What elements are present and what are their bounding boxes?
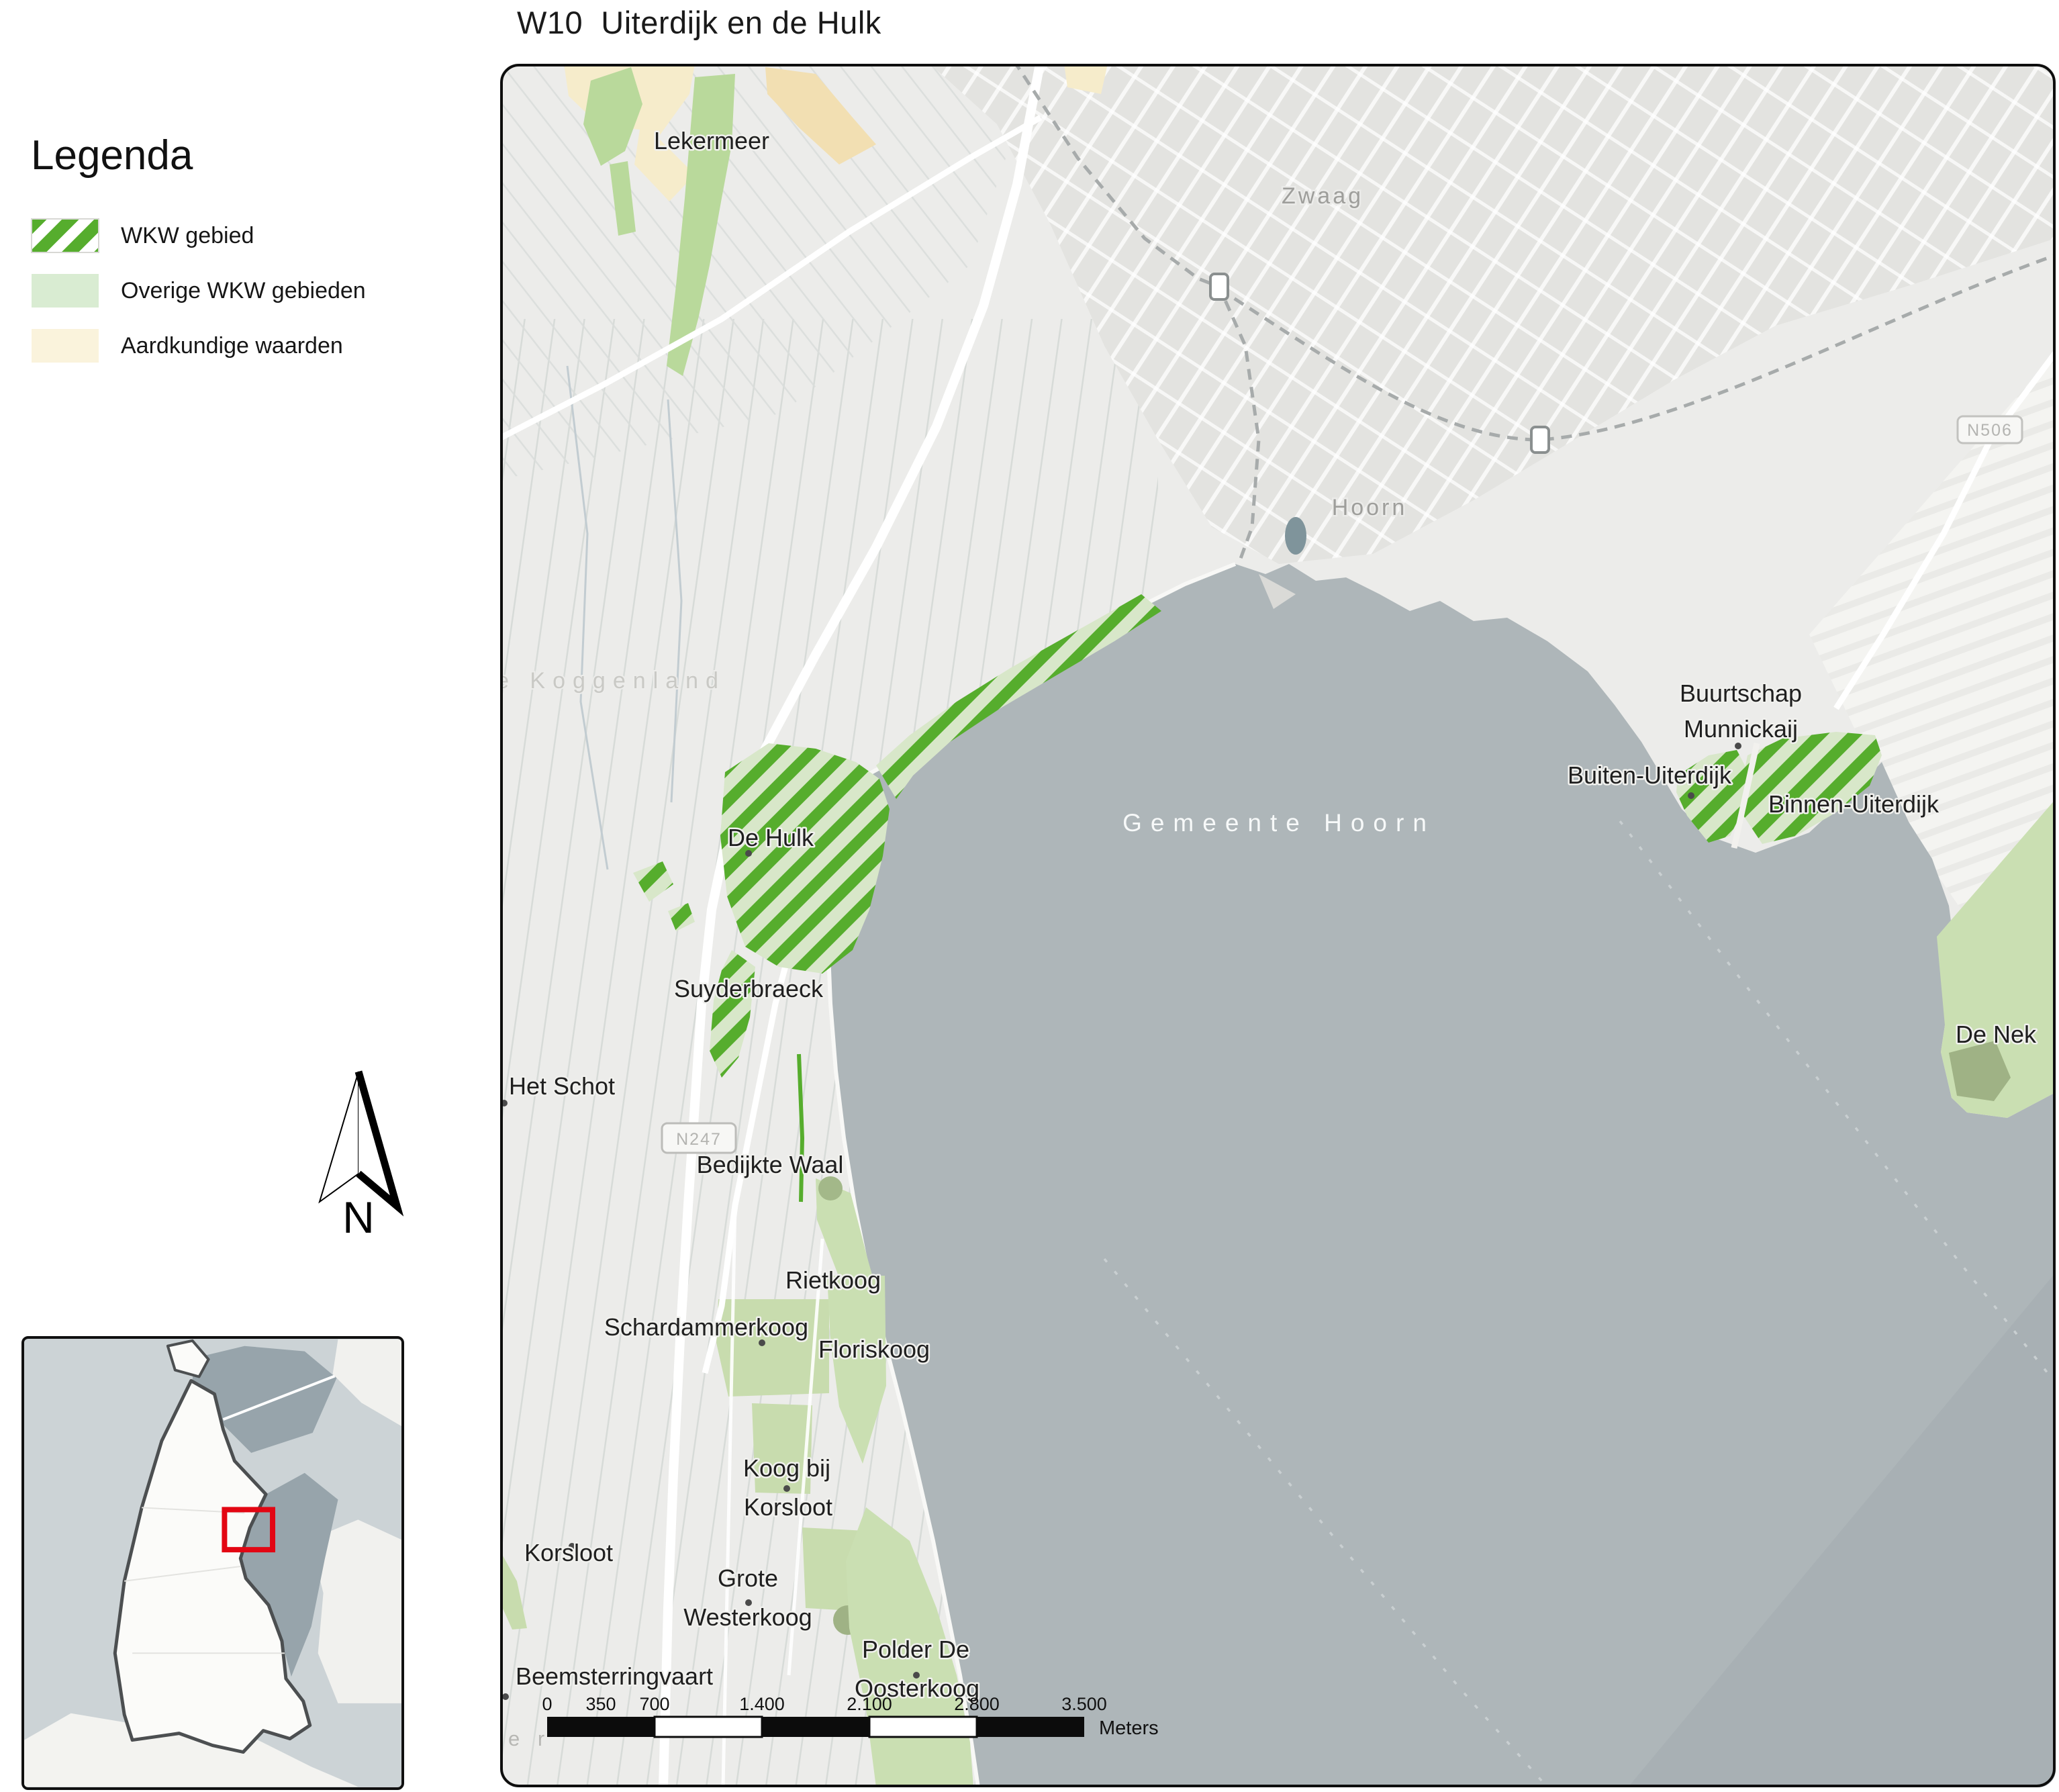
- label-koggenland: e Koggenland: [500, 668, 726, 694]
- label-westerkoog: Westerkoog: [683, 1603, 812, 1631]
- roads: [500, 64, 2056, 1787]
- water-zone-boundary-area: [1628, 1272, 2056, 1787]
- inset-locator-map: [21, 1336, 404, 1790]
- label-bedijkte-waal: Bedijkte Waal: [697, 1151, 844, 1178]
- label-buiten-uiterdijk: Buiten-Uiterdijk: [1568, 761, 1732, 789]
- legend-label: Overige WKW gebieden: [121, 277, 366, 303]
- extent-marker: [222, 1507, 276, 1553]
- label-hoorn: Hoorn: [1332, 495, 1408, 520]
- page-title: W10 Uiterdijk en de Hulk: [517, 5, 881, 40]
- label-de-nek: De Nek: [1956, 1021, 2037, 1048]
- station-icon: [1209, 273, 1229, 301]
- label-de-hulk: De Hulk: [728, 824, 814, 851]
- map-labels: Lekermeer Zwaag Hoorn Gemeente Hoorn e K…: [500, 126, 2039, 1751]
- label-edge-partial: e r: [508, 1727, 550, 1750]
- main-map: N247 N506 Lekermeer Zwaag Hoorn Gemeente…: [500, 64, 2056, 1787]
- scale-tick: 0: [542, 1694, 552, 1714]
- scale-tick: 2.800: [954, 1694, 1000, 1714]
- label-korsloot: Korsloot: [524, 1539, 613, 1566]
- railways: [1012, 64, 2056, 565]
- road-shield-n247: N247: [661, 1122, 737, 1154]
- label-beemsterringvaart: Beemsterringvaart: [516, 1662, 713, 1690]
- north-label: N: [342, 1192, 375, 1237]
- legend-label: Aardkundige waarden: [121, 332, 343, 359]
- station-icon: [1530, 426, 1550, 454]
- label-floriskoog: Floriskoog: [818, 1335, 930, 1363]
- scale-tick: 2.100: [847, 1694, 892, 1714]
- label-oosterkoog: Oosterkoog: [855, 1675, 979, 1702]
- water-hoornse-hop: [828, 564, 2056, 1787]
- shield-label: N247: [676, 1130, 722, 1149]
- wkw-hatch-swatch-icon: [31, 218, 99, 253]
- urban-area: [930, 64, 2056, 564]
- label-buurtschap: Buurtschap: [1680, 679, 1802, 707]
- label-munnickaij: Munnickaij: [1684, 715, 1798, 743]
- label-suyderbraeck: Suyderbraeck: [674, 975, 824, 1002]
- label-koog-bij: Koog bij: [743, 1454, 830, 1482]
- label-lekermeer: Lekermeer: [654, 127, 769, 154]
- north-arrow-icon: N: [318, 1070, 404, 1237]
- legend-heading: Legenda: [31, 132, 193, 179]
- scale-tick: 3.500: [1061, 1694, 1107, 1714]
- label-gemeente-hoorn: Gemeente Hoorn: [1122, 809, 1435, 837]
- map-frame: [500, 64, 2056, 1787]
- inset-map-graphic: [24, 1339, 401, 1787]
- scale-bar: 0 350 700 1.400 2.100 2.800 3.500 Meters: [542, 1694, 1158, 1739]
- scale-unit: Meters: [1099, 1717, 1159, 1739]
- legend-item-aardkundige-waarden: Aardkundige waarden: [31, 328, 366, 363]
- overige-wkw-swatch-icon: [32, 274, 99, 308]
- label-koog-bij-korsloot: Korsloot: [744, 1493, 832, 1521]
- legend: Legenda WKW gebied Overige WKW gebieden: [31, 132, 366, 383]
- overige-wkw-north: [583, 67, 735, 376]
- label-binnen-uiterdijk: Binnen-Uiterdijk: [1768, 790, 1940, 818]
- scale-tick: 700: [639, 1694, 669, 1714]
- label-zwaag: Zwaag: [1282, 183, 1363, 209]
- label-het-schot: Het Schot: [509, 1072, 615, 1100]
- aardkundige-swatch-icon: [32, 329, 99, 363]
- shield-label: N506: [1967, 421, 2013, 440]
- label-polder-de: Polder De: [862, 1636, 969, 1663]
- label-grote: Grote: [718, 1564, 778, 1592]
- scale-tick: 350: [585, 1694, 616, 1714]
- legend-label: WKW gebied: [121, 222, 254, 248]
- legend-item-wkw-gebied: WKW gebied: [31, 218, 366, 253]
- road-shield-n506: N506: [1956, 415, 2023, 444]
- wkw-gebied-hatched: [633, 594, 1882, 1078]
- label-rietkoog: Rietkoog: [785, 1266, 881, 1294]
- scale-tick: 1.400: [739, 1694, 785, 1714]
- label-schardammerkoog: Schardammerkoog: [604, 1313, 808, 1341]
- legend-item-overige-wkw: Overige WKW gebieden: [31, 273, 366, 308]
